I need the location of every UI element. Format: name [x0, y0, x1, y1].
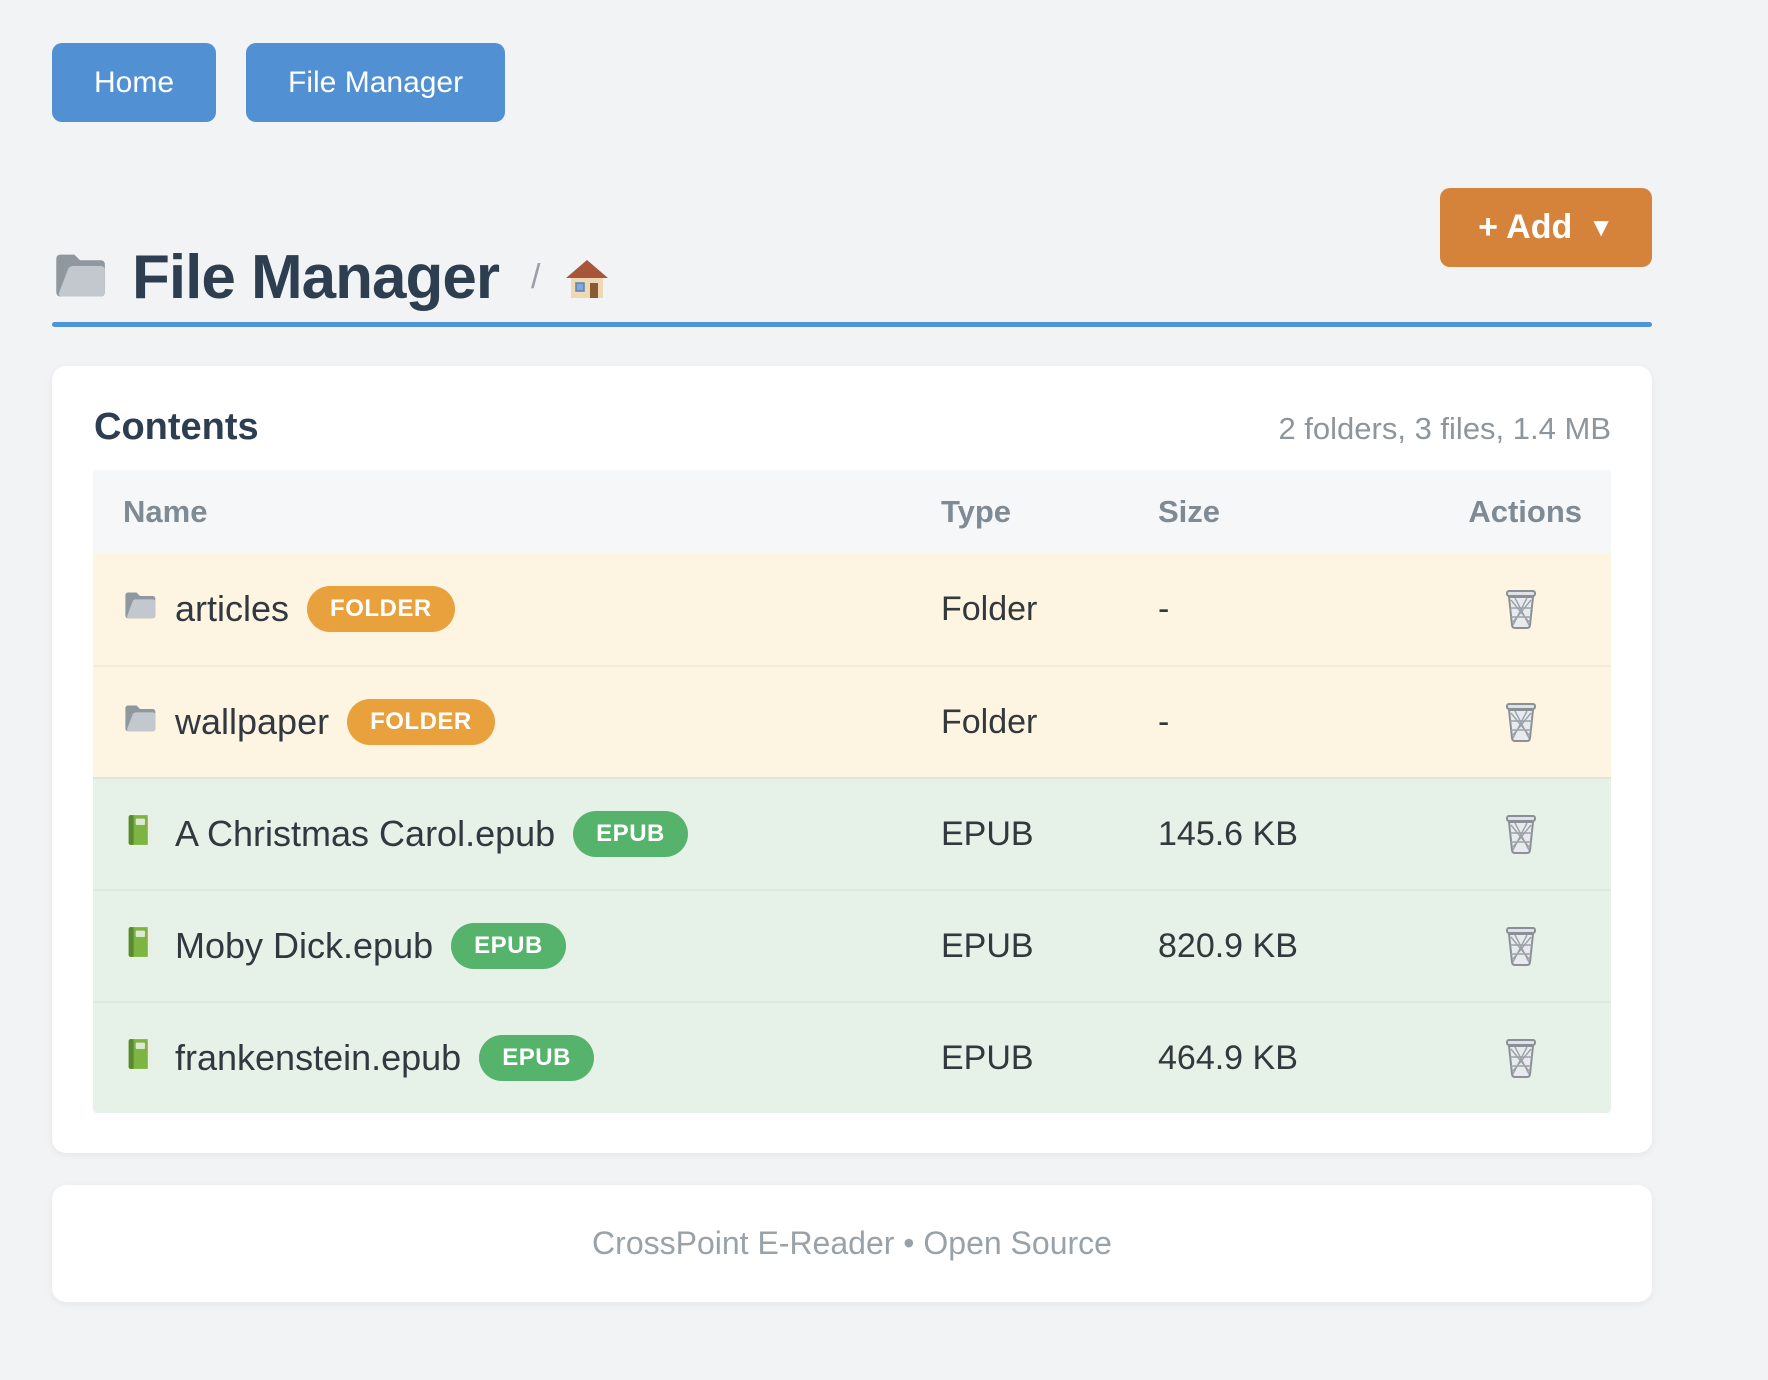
file-size: 464.9 KB	[1158, 1038, 1298, 1077]
trash-icon	[1503, 813, 1539, 858]
file-size: -	[1158, 589, 1170, 628]
home-button[interactable]: Home	[52, 43, 217, 122]
contents-summary: 2 folders, 3 files, 1.4 MB	[1278, 411, 1611, 446]
green-book-icon	[123, 1037, 157, 1080]
file-name-link[interactable]: Moby Dick.epub	[175, 925, 434, 966]
delete-button[interactable]	[1503, 1037, 1539, 1082]
epub-badge: EPUB	[451, 923, 566, 969]
epub-badge: EPUB	[573, 811, 688, 857]
top-nav: Home File Manager	[52, 43, 1652, 122]
folder-icon	[52, 249, 108, 306]
add-button[interactable]: + Add ▼	[1440, 188, 1652, 267]
trash-icon	[1503, 1037, 1539, 1082]
caret-down-icon: ▼	[1588, 212, 1614, 242]
delete-button[interactable]	[1503, 813, 1539, 858]
file-size: -	[1158, 702, 1170, 741]
add-button-label: + Add	[1478, 208, 1573, 246]
file-size: 145.6 KB	[1158, 814, 1298, 853]
contents-card-head: Contents 2 folders, 3 files, 1.4 MB	[93, 406, 1611, 449]
file-name-link[interactable]: frankenstein.epub	[175, 1037, 462, 1078]
delete-button[interactable]	[1503, 588, 1539, 633]
folder-icon	[123, 589, 157, 630]
file-type: Folder	[941, 702, 1038, 741]
table-row[interactable]: wallpaper FOLDER Folder -	[93, 665, 1611, 777]
file-name-link[interactable]: wallpaper	[175, 701, 330, 742]
trash-icon	[1503, 588, 1539, 633]
table-header-row: Name Type Size Actions	[93, 470, 1611, 553]
folder-badge: FOLDER	[347, 699, 495, 745]
file-name-link[interactable]: A Christmas Carol.epub	[175, 813, 556, 854]
contents-heading: Contents	[94, 406, 259, 448]
column-header-size: Size	[1158, 493, 1221, 529]
delete-button[interactable]	[1503, 925, 1539, 970]
file-type: EPUB	[941, 926, 1034, 965]
footer-card: CrossPoint E-Reader • Open Source	[52, 1185, 1652, 1302]
column-header-type: Type	[941, 493, 1012, 529]
file-size: 820.9 KB	[1158, 926, 1298, 965]
page-title: File Manager	[132, 243, 500, 312]
breadcrumb-separator: /	[531, 258, 541, 296]
home-icon[interactable]	[564, 256, 610, 305]
table-row[interactable]: Moby Dick.epub EPUB EPUB 820.9 KB	[93, 889, 1611, 1001]
folder-badge: FOLDER	[307, 586, 455, 632]
delete-button[interactable]	[1503, 701, 1539, 746]
column-header-name: Name	[123, 493, 208, 529]
green-book-icon	[123, 813, 157, 856]
title-wrap: File Manager /	[52, 242, 610, 313]
column-header-actions: Actions	[1468, 493, 1582, 529]
file-name-link[interactable]: articles	[175, 588, 290, 629]
footer-text: CrossPoint E-Reader • Open Source	[592, 1225, 1112, 1261]
header-rule	[52, 322, 1652, 327]
contents-card: Contents 2 folders, 3 files, 1.4 MB Name…	[52, 366, 1652, 1153]
epub-badge: EPUB	[479, 1035, 594, 1081]
file-type: EPUB	[941, 814, 1034, 853]
file-type: EPUB	[941, 1038, 1034, 1077]
green-book-icon	[123, 925, 157, 968]
table-row[interactable]: A Christmas Carol.epub EPUB EPUB 145.6 K…	[93, 777, 1611, 889]
table-row[interactable]: articles FOLDER Folder -	[93, 553, 1611, 665]
page-header: File Manager / + Add ▼	[52, 188, 1652, 313]
trash-icon	[1503, 925, 1539, 970]
file-type: Folder	[941, 589, 1038, 628]
folder-icon	[123, 702, 157, 743]
trash-icon	[1503, 701, 1539, 746]
table-row[interactable]: frankenstein.epub EPUB EPUB 464.9 KB	[93, 1001, 1611, 1113]
file-table: Name Type Size Actions articles FOLDER F…	[93, 470, 1611, 1113]
file-manager-button[interactable]: File Manager	[246, 43, 506, 122]
